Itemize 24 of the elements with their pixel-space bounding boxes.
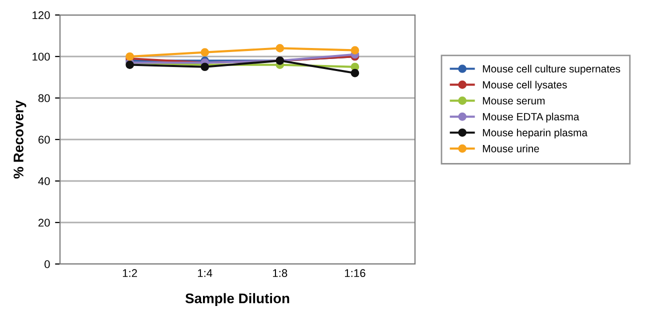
x-axis-title: Sample Dilution [185, 293, 290, 306]
legend-label: Mouse urine [482, 144, 539, 152]
point [350, 68, 360, 78]
legend-label: Mouse cell culture supernates [482, 64, 620, 75]
x-tick-label: 1:4 [198, 269, 212, 277]
y-tick-label: 80 [38, 94, 50, 102]
point [200, 62, 210, 72]
point [200, 48, 210, 57]
point [276, 44, 284, 52]
legend-label: Mouse heparin plasma [482, 128, 588, 138]
y-tick-label: 100 [32, 52, 50, 61]
y-tick-label: 0 [44, 260, 50, 268]
y-tick-label: 120 [32, 11, 50, 20]
point [350, 46, 360, 54]
legend-label: Mouse EDTA plasma [482, 112, 580, 122]
x-tick-label: 1:2 [122, 269, 137, 277]
x-tick-label: 1:16 [344, 269, 366, 278]
y-tick-label: 60 [38, 136, 50, 144]
y-axis-title: % Recovery [14, 100, 26, 179]
x-tick-label: 1:8 [273, 269, 288, 278]
y-tick-label: 20 [38, 218, 50, 227]
y-tick-label: 40 [38, 177, 50, 186]
legend-label: Mouse cell lysates [482, 80, 567, 91]
legend-label: Mouse serum [482, 97, 545, 104]
